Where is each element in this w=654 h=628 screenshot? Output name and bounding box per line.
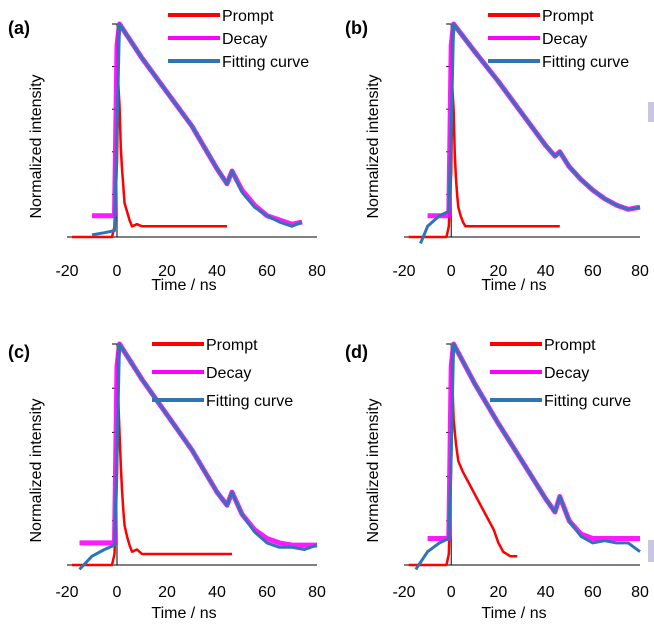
- legend-label: Decay: [222, 31, 267, 48]
- legend-label: Decay: [206, 365, 251, 382]
- right-edge-decoration: [648, 540, 654, 562]
- legend-label: Decay: [542, 31, 587, 48]
- legend-label: Fitting curve: [206, 393, 293, 410]
- x-axis-label: Time / ns: [481, 605, 546, 622]
- chart-panel-b: -20 0 20 40 60 80 Time / ns Normalized intensit…: [345, 8, 649, 294]
- x-axis-label: Time / ns: [151, 277, 216, 294]
- series-line-prompt: [72, 398, 232, 567]
- chart-panel-c: -20 0 20 40 60 80 Time / ns Normalized intensit…: [8, 337, 326, 622]
- panel-label: (c): [8, 342, 30, 362]
- x-tick-label: 20: [490, 584, 508, 601]
- x-tick-label: 60: [584, 584, 602, 601]
- series-line-prompt: [408, 382, 518, 567]
- y-axis-label: Normalized intensity: [365, 74, 382, 218]
- legend-label: Prompt: [542, 8, 594, 25]
- x-tick-label: 80: [631, 584, 649, 601]
- x-tick-label: 80: [308, 263, 326, 280]
- x-tick-label: 40: [537, 263, 555, 280]
- panel-label: (a): [8, 18, 30, 38]
- x-tick-label: 60: [258, 584, 276, 601]
- y-axis-label: Normalized intensity: [28, 74, 45, 218]
- x-tick-label: 40: [208, 584, 226, 601]
- x-tick-label: -20: [392, 263, 415, 280]
- legend-label: Fitting curve: [222, 54, 309, 71]
- legend-label: Fitting curve: [544, 393, 631, 410]
- x-tick-label: -20: [392, 584, 415, 601]
- x-tick-label: 80: [308, 584, 326, 601]
- x-tick-label: 40: [537, 584, 555, 601]
- x-tick-label: 0: [113, 584, 122, 601]
- legend-label: Decay: [544, 365, 589, 382]
- x-tick-label: 20: [490, 263, 508, 280]
- legend-label: Prompt: [222, 8, 274, 25]
- panel-label: (d): [345, 342, 368, 362]
- x-tick-label: 20: [158, 263, 176, 280]
- x-tick-label: 0: [447, 584, 456, 601]
- legend-label: Prompt: [206, 337, 258, 354]
- chart-panel-a: -20 0 20 40 60 80 Time / ns Normalized intensit…: [8, 8, 326, 294]
- x-tick-label: 0: [447, 263, 456, 280]
- series-line-fitting-curve: [419, 22, 641, 244]
- series-line-decay: [427, 21, 641, 219]
- x-axis-label: Time / ns: [481, 277, 546, 294]
- x-tick-label: 60: [584, 263, 602, 280]
- x-tick-label: -20: [55, 263, 78, 280]
- right-edge-decoration: [648, 102, 654, 122]
- x-tick-label: 60: [258, 263, 276, 280]
- legend-label: Prompt: [544, 337, 596, 354]
- legend-label: Fitting curve: [542, 54, 629, 71]
- x-tick-label: 0: [113, 263, 122, 280]
- series-line-fitting-curve: [78, 342, 318, 571]
- x-axis-label: Time / ns: [151, 605, 216, 622]
- y-axis-label: Normalized intensity: [28, 398, 45, 542]
- x-tick-label: 40: [208, 263, 226, 280]
- x-tick-label: -20: [55, 584, 78, 601]
- x-tick-label: 80: [631, 263, 649, 280]
- panel-label: (b): [345, 18, 368, 38]
- y-axis-label: Normalized intensity: [365, 398, 382, 542]
- series-line-fitting-curve: [91, 22, 303, 237]
- series-line-fitting-curve: [414, 342, 641, 571]
- x-tick-label: 20: [158, 584, 176, 601]
- chart-panel-d: -20 0 20 40 60 80 Time / ns Normalized intensit…: [345, 337, 649, 622]
